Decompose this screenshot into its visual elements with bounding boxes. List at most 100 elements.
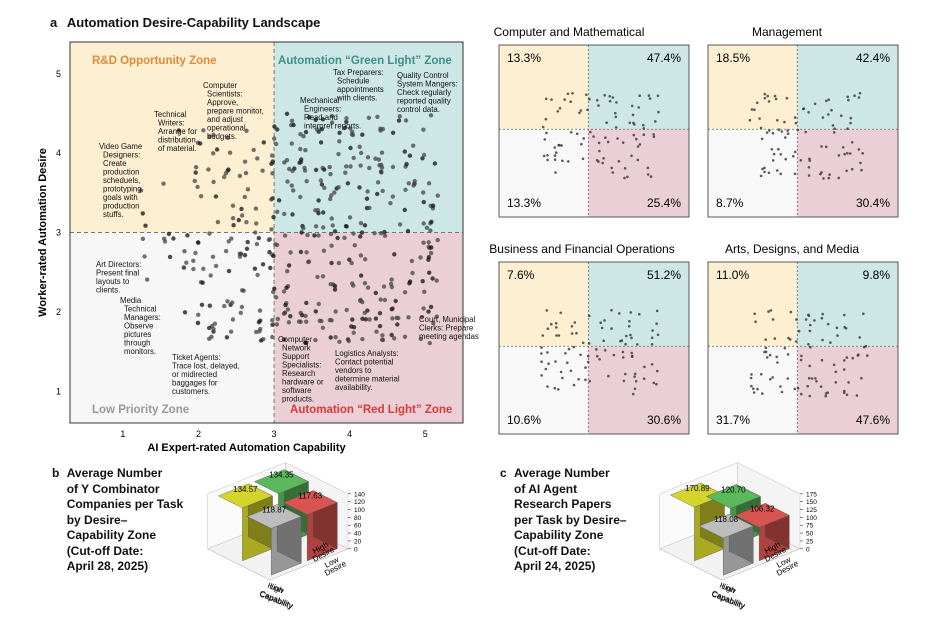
data-point xyxy=(846,151,849,155)
data-point xyxy=(843,325,846,329)
data-point xyxy=(793,150,797,154)
data-point xyxy=(792,154,795,158)
data-point xyxy=(611,96,615,99)
data-point xyxy=(226,268,232,274)
data-point xyxy=(655,382,658,386)
data-point xyxy=(555,334,558,337)
data-point xyxy=(420,156,425,161)
panel-c-letter: c xyxy=(500,466,507,480)
data-point xyxy=(304,250,309,255)
annotation-vg: Video Game Designers: Create production sche… xyxy=(99,142,142,219)
red-share-label: 30.6% xyxy=(647,413,681,427)
data-point xyxy=(254,241,260,247)
data-point xyxy=(775,169,779,172)
data-point xyxy=(258,318,263,323)
data-point xyxy=(546,154,549,157)
data-point xyxy=(195,240,201,245)
data-point xyxy=(362,310,367,315)
panel-a-header: a Automation Desire-Capability Landscape xyxy=(50,15,320,30)
data-point xyxy=(759,126,763,130)
data-point xyxy=(760,372,763,376)
data-point xyxy=(379,150,385,155)
data-point xyxy=(643,365,646,369)
data-point xyxy=(185,233,190,238)
data-point xyxy=(435,193,440,198)
data-point xyxy=(795,318,798,321)
data-point xyxy=(321,248,327,253)
data-point xyxy=(824,394,827,398)
caption-line: of Y Combinator xyxy=(66,481,160,496)
data-point xyxy=(245,239,250,245)
data-point xyxy=(166,231,172,237)
data-point xyxy=(379,162,384,168)
data-point xyxy=(350,132,356,138)
data-point xyxy=(299,157,304,162)
data-point xyxy=(321,210,326,215)
data-point xyxy=(846,127,849,130)
z-tick-label: 50 xyxy=(806,531,814,538)
data-point xyxy=(625,334,628,338)
data-point xyxy=(860,168,863,172)
data-point xyxy=(364,196,370,201)
data-point xyxy=(213,194,219,199)
data-point xyxy=(651,329,654,332)
data-point xyxy=(407,281,412,286)
data-point xyxy=(766,94,769,98)
data-point xyxy=(764,338,767,341)
data-point xyxy=(380,188,385,194)
data-point xyxy=(849,116,853,120)
data-point xyxy=(628,121,632,125)
quadrant-panel-title: Management xyxy=(752,25,823,39)
data-point xyxy=(319,127,325,132)
data-point xyxy=(775,355,778,359)
data-point xyxy=(780,390,784,394)
green-quadrant xyxy=(797,45,898,130)
data-point xyxy=(771,376,774,379)
data-point xyxy=(648,97,652,100)
annotation-tp: Tax Preparers: Schedule appointments with c… xyxy=(333,68,384,103)
bar-top-face xyxy=(246,504,302,529)
data-point xyxy=(767,100,771,103)
annotation-cm: Court, Municipal Clerks: Prepare meeting a… xyxy=(419,315,479,341)
data-point xyxy=(424,225,430,230)
data-point xyxy=(777,147,780,151)
y-axis-label: Worker-rated Automation Desire xyxy=(37,148,49,317)
red-quadrant xyxy=(797,129,898,217)
data-point xyxy=(776,119,779,122)
data-point xyxy=(269,227,274,232)
data-point xyxy=(327,164,332,170)
data-point xyxy=(606,140,610,144)
data-point xyxy=(808,364,811,368)
data-point xyxy=(421,199,426,205)
data-point xyxy=(291,122,296,128)
data-point xyxy=(421,221,426,226)
data-point xyxy=(428,228,433,233)
data-point xyxy=(557,334,561,337)
data-point xyxy=(764,346,768,350)
annotation-qc: Quality Control System Mangers: Check regu… xyxy=(397,71,458,114)
caption-line: Companies per Task xyxy=(66,497,184,511)
data-point xyxy=(630,104,634,108)
data-point xyxy=(419,314,425,320)
data-point xyxy=(256,235,261,241)
data-point xyxy=(313,224,319,229)
data-point xyxy=(322,185,327,190)
data-point xyxy=(201,266,206,271)
data-point xyxy=(842,391,846,395)
data-point xyxy=(547,362,550,366)
data-point xyxy=(796,128,800,132)
data-point xyxy=(853,94,856,97)
data-point xyxy=(779,172,782,176)
data-point xyxy=(284,111,290,117)
data-point xyxy=(858,91,862,95)
data-point xyxy=(392,336,397,341)
data-point xyxy=(298,146,303,152)
data-point xyxy=(621,141,625,144)
data-point xyxy=(605,121,608,124)
data-point xyxy=(350,317,355,322)
data-point xyxy=(269,197,274,202)
data-point xyxy=(543,138,547,141)
data-point xyxy=(290,212,295,217)
